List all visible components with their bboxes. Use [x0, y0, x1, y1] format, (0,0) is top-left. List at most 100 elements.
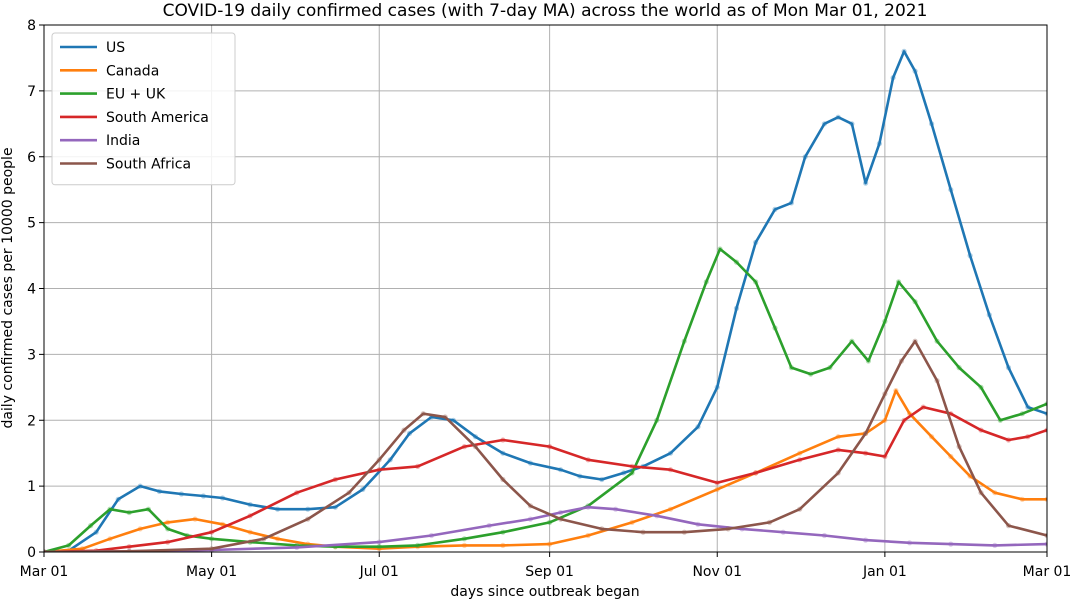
- data-point: [1025, 404, 1031, 410]
- data-point: [948, 453, 954, 460]
- data-point: [247, 529, 253, 535]
- data-point: [821, 532, 828, 539]
- data-point: [849, 338, 855, 344]
- data-point: [882, 417, 888, 423]
- data-point: [907, 540, 913, 546]
- data-point: [780, 529, 786, 535]
- data-point: [577, 473, 583, 479]
- data-point: [585, 504, 591, 510]
- data-point: [788, 365, 795, 371]
- data-point: [599, 526, 605, 532]
- data-point: [1044, 411, 1047, 417]
- data-point: [247, 513, 253, 519]
- x-tick-label: Sep 01: [525, 564, 574, 580]
- data-point: [956, 444, 962, 450]
- data-point: [1044, 401, 1047, 407]
- data-point: [165, 519, 171, 526]
- data-point: [827, 365, 833, 371]
- data-point: [450, 417, 456, 423]
- data-point: [156, 488, 162, 494]
- data-point: [992, 490, 998, 496]
- data-point: [209, 536, 215, 542]
- y-tick-label: 4: [27, 282, 36, 298]
- data-point: [901, 48, 907, 55]
- data-point: [178, 491, 184, 497]
- series-line-us: [44, 50, 1047, 552]
- data-point: [472, 434, 478, 440]
- data-point: [500, 476, 506, 483]
- data-point: [107, 506, 113, 512]
- data-point: [376, 539, 382, 545]
- series-line-canada: [44, 389, 1047, 552]
- data-point: [558, 509, 564, 516]
- legend-label-south-america: South America: [106, 110, 209, 126]
- data-point: [93, 529, 99, 535]
- chart-title: COVID-19 daily confirmed cases (with 7-d…: [163, 1, 928, 21]
- series-line-india: [44, 505, 1047, 552]
- data-point: [920, 404, 926, 410]
- data-point: [305, 516, 311, 522]
- data-point: [929, 434, 935, 440]
- data-point: [865, 358, 872, 364]
- data-point: [992, 542, 998, 549]
- data-point: [753, 279, 759, 285]
- data-point: [629, 470, 635, 476]
- data-point: [986, 312, 992, 318]
- data-point: [442, 414, 448, 420]
- data-point: [797, 450, 803, 456]
- data-point: [978, 490, 984, 496]
- data-point: [145, 506, 151, 512]
- y-tick-label: 3: [27, 347, 36, 363]
- data-point: [717, 246, 723, 252]
- data-point: [209, 546, 215, 552]
- data-point: [772, 325, 778, 331]
- data-point: [948, 187, 954, 193]
- data-point: [558, 467, 564, 473]
- data-point: [527, 516, 534, 522]
- data-point: [956, 365, 962, 371]
- y-axis-label: daily confirmed cases per 10000 people: [0, 147, 16, 428]
- data-point: [547, 444, 553, 450]
- x-tick-label: Jul 01: [359, 564, 399, 580]
- data-point: [500, 542, 506, 549]
- data-point: [486, 523, 492, 529]
- data-point: [165, 539, 171, 545]
- data-point: [835, 447, 841, 453]
- data-point: [863, 430, 869, 436]
- x-tick-label: Mar 01: [20, 564, 69, 580]
- data-point: [558, 516, 564, 522]
- y-tick-label: 0: [27, 545, 36, 561]
- data-point: [137, 526, 143, 532]
- data-point: [165, 526, 171, 532]
- data-point: [387, 457, 393, 463]
- data-point: [1019, 411, 1025, 417]
- data-point: [714, 480, 720, 486]
- data-point: [360, 486, 366, 492]
- data-point: [500, 450, 506, 456]
- data-point: [788, 200, 795, 206]
- data-point: [898, 358, 905, 364]
- data-point: [733, 305, 740, 311]
- data-point: [220, 495, 226, 501]
- data-point: [461, 444, 467, 450]
- data-point: [629, 519, 635, 526]
- series-south-africa: [44, 338, 1047, 552]
- data-point: [547, 541, 553, 547]
- data-point: [247, 502, 253, 508]
- data-point: [901, 417, 907, 423]
- data-point: [1044, 427, 1047, 433]
- data-point: [461, 536, 467, 542]
- data-point: [808, 371, 814, 377]
- series-line-eu-uk: [44, 247, 1047, 552]
- data-point: [896, 279, 902, 285]
- data-point: [88, 523, 94, 529]
- y-tick-label: 1: [27, 479, 36, 495]
- data-point: [978, 427, 984, 433]
- data-point: [654, 417, 660, 423]
- data-point: [275, 506, 281, 512]
- data-point: [695, 521, 701, 527]
- data-point: [1005, 437, 1012, 443]
- data-point: [640, 529, 646, 535]
- data-point: [863, 450, 869, 456]
- data-point: [863, 180, 869, 186]
